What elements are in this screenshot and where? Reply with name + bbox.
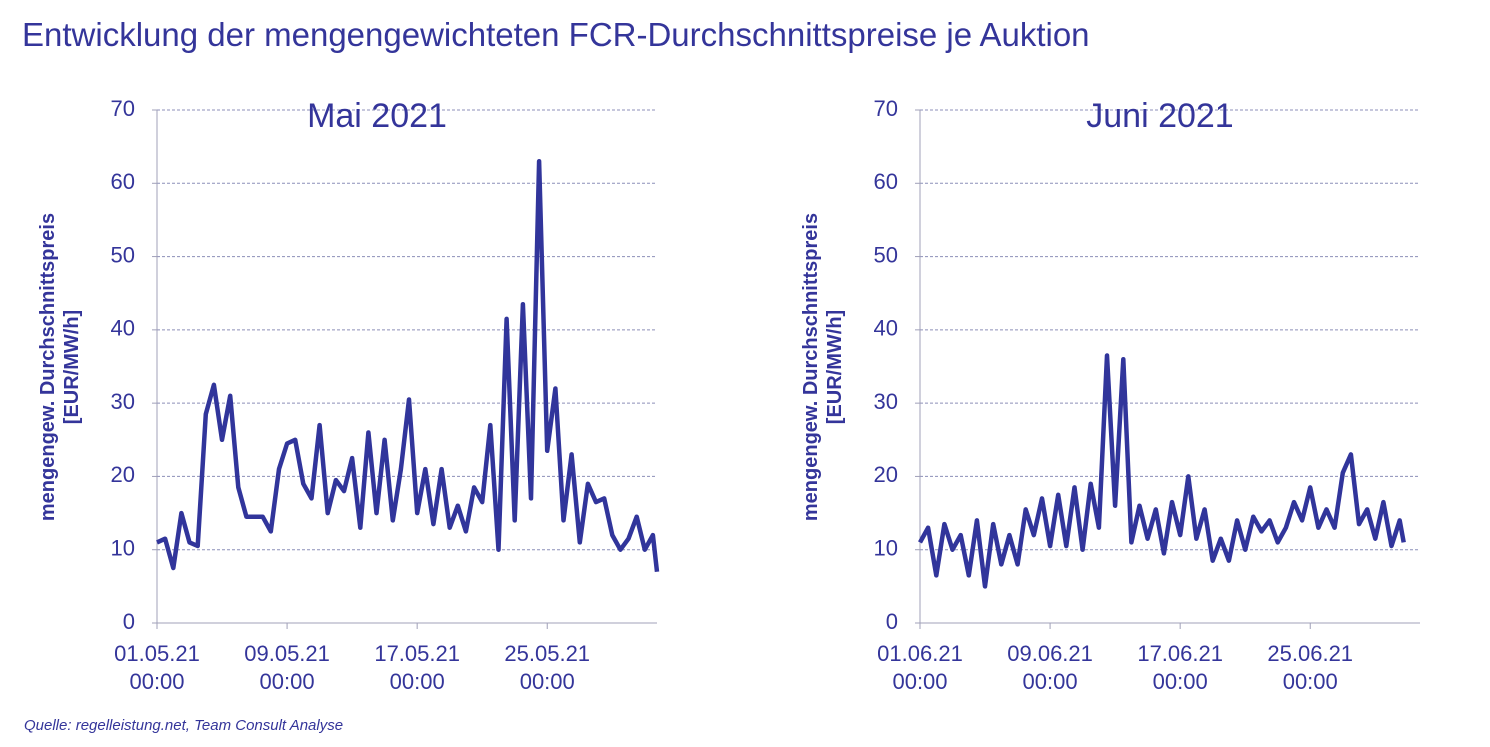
- chart-title: Juni 2021: [1086, 97, 1233, 135]
- x-tick-label: 25.06.21 00:00: [1267, 641, 1354, 694]
- price-line: [156, 159, 660, 572]
- y-axis-label: mengengew. Durchschnittspreis [EUR/MW/h]: [37, 212, 83, 522]
- chart-title: Mai 2021: [307, 97, 447, 135]
- x-tick-label: 09.06.21 00:00: [1007, 641, 1093, 694]
- x-tick-label: 17.05.21 00:00: [374, 641, 460, 694]
- x-tick-label: 17.06.21 00:00: [1137, 641, 1223, 694]
- y-tick-label: 20: [874, 462, 898, 487]
- y-axis-label: mengengew. Durchschnittspreis [EUR/MW/h]: [800, 212, 846, 522]
- y-tick-label: 20: [111, 462, 135, 487]
- y-tick-label: 70: [111, 96, 135, 121]
- y-tick-label: 50: [111, 242, 135, 267]
- y-tick-label: 60: [111, 169, 135, 194]
- x-tick-label: 25.05.21 00:00: [504, 641, 591, 694]
- page-title: Entwicklung der mengengewichteten FCR-Du…: [22, 16, 1090, 53]
- x-tick-label: 01.05.21 00:00: [114, 641, 200, 694]
- y-tick-label: 70: [874, 96, 898, 121]
- y-tick-label: 10: [874, 536, 898, 561]
- x-tick-label: 01.06.21 00:00: [877, 641, 963, 694]
- price-line: [918, 353, 1406, 589]
- y-tick-label: 30: [111, 389, 135, 414]
- y-tick-label: 40: [874, 316, 898, 341]
- y-tick-label: 10: [111, 536, 135, 561]
- y-tick-label: 50: [874, 242, 898, 267]
- x-tick-label: 09.05.21 00:00: [244, 641, 330, 694]
- y-tick-label: 40: [111, 316, 135, 341]
- y-tick-label: 30: [874, 389, 898, 414]
- y-tick-label: 60: [874, 169, 898, 194]
- source-note: Quelle: regelleistung.net, Team Consult …: [24, 717, 344, 734]
- y-tick-label: 0: [886, 609, 898, 634]
- y-tick-label: 0: [123, 609, 135, 634]
